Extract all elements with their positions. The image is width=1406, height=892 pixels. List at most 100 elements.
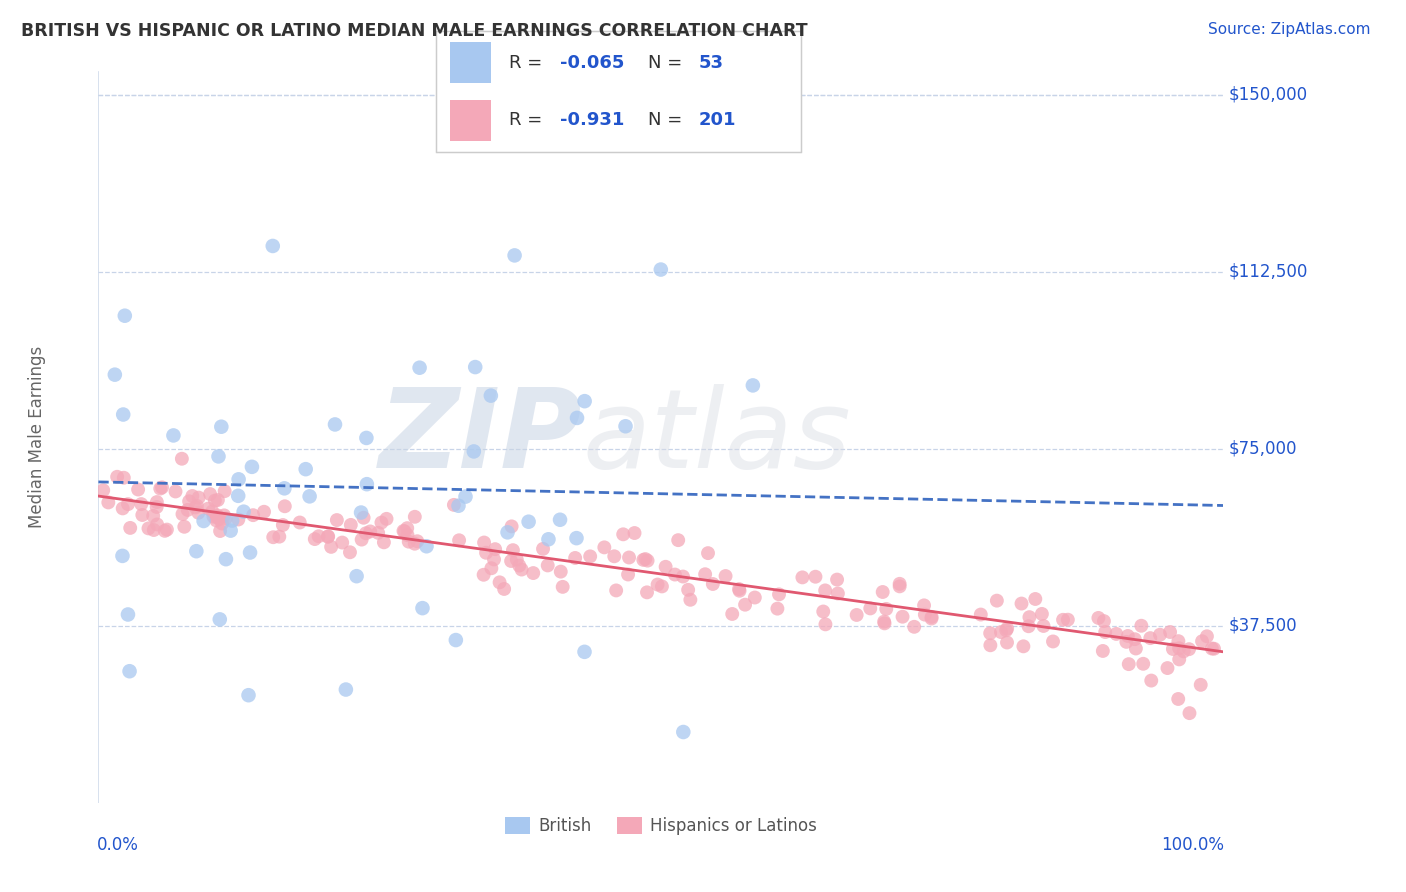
Point [1092, 614, 1115, 628]
Point [447, 499, 470, 513]
Point [340, 517, 363, 532]
Point [1031, 607, 1053, 621]
Point [373, 535, 395, 549]
Point [623, 526, 645, 541]
Point [637, 553, 659, 567]
Point [1018, 610, 1040, 624]
Point [1167, 692, 1189, 706]
Point [112, 408, 135, 422]
Text: $150,000: $150,000 [1229, 86, 1308, 104]
Text: BRITISH VS HISPANIC OR LATINO MEDIAN MALE EARNINGS CORRELATION CHART: BRITISH VS HISPANIC OR LATINO MEDIAN MAL… [21, 22, 807, 40]
Point [792, 570, 814, 584]
Point [1156, 661, 1178, 675]
Point [111, 549, 134, 563]
Point [1123, 632, 1146, 647]
Text: -0.931: -0.931 [560, 112, 624, 129]
Point [702, 577, 724, 591]
Point [921, 611, 943, 625]
Point [813, 605, 835, 619]
Point [721, 607, 744, 621]
Point [207, 450, 229, 464]
Point [304, 532, 326, 546]
Text: $75,000: $75,000 [1229, 440, 1298, 458]
Point [995, 635, 1018, 649]
Point [370, 516, 392, 530]
Point [1094, 625, 1116, 640]
Point [990, 625, 1012, 640]
Point [1195, 629, 1218, 643]
Point [187, 491, 209, 505]
Point [114, 309, 136, 323]
Point [501, 554, 523, 568]
Point [411, 601, 433, 615]
Point [359, 524, 381, 539]
Point [443, 498, 465, 512]
Point [614, 419, 637, 434]
Point [484, 542, 506, 557]
Point [479, 561, 502, 575]
Point [1149, 628, 1171, 642]
Point [226, 512, 249, 526]
Point [522, 566, 544, 580]
Point [679, 592, 702, 607]
Point [666, 533, 689, 548]
Point [672, 725, 695, 739]
Point [1140, 673, 1163, 688]
Point [1091, 644, 1114, 658]
Point [537, 558, 560, 573]
Point [375, 512, 398, 526]
Point [209, 419, 232, 434]
Point [153, 524, 176, 538]
Point [269, 530, 291, 544]
Point [204, 493, 226, 508]
Point [186, 499, 208, 513]
Point [565, 531, 588, 545]
Point [979, 638, 1001, 652]
Point [288, 516, 311, 530]
Point [242, 508, 264, 523]
Point [173, 520, 195, 534]
Point [91, 483, 114, 498]
Text: $112,500: $112,500 [1229, 263, 1308, 281]
Point [215, 552, 238, 566]
Point [181, 489, 204, 503]
Point [201, 504, 224, 518]
Point [208, 512, 231, 526]
Point [335, 682, 357, 697]
Point [274, 500, 297, 514]
Point [214, 484, 236, 499]
Point [1191, 634, 1213, 648]
Point [579, 549, 602, 564]
Point [356, 431, 378, 445]
Point [1012, 640, 1035, 654]
Point [131, 508, 153, 522]
Point [506, 552, 529, 566]
Point [1011, 597, 1033, 611]
Point [316, 530, 339, 544]
Point [186, 544, 208, 558]
Point [1118, 657, 1140, 672]
Point [741, 378, 763, 392]
Point [676, 582, 699, 597]
Point [654, 559, 676, 574]
Point [979, 626, 1001, 640]
Point [1189, 678, 1212, 692]
Point [873, 615, 896, 629]
Text: N =: N = [648, 112, 688, 129]
Point [356, 477, 378, 491]
Point [574, 645, 596, 659]
Point [464, 360, 486, 375]
Point [353, 510, 375, 524]
Point [219, 524, 242, 538]
Point [472, 567, 495, 582]
Point [207, 493, 229, 508]
Text: ZIP: ZIP [378, 384, 582, 491]
Text: 0.0%: 0.0% [97, 836, 139, 854]
Legend: British, Hispanics or Latinos: British, Hispanics or Latinos [498, 811, 824, 842]
Point [494, 582, 516, 596]
Text: 100.0%: 100.0% [1161, 836, 1225, 854]
Point [165, 484, 187, 499]
Point [1201, 641, 1223, 656]
Point [1116, 629, 1139, 643]
Point [603, 549, 626, 564]
